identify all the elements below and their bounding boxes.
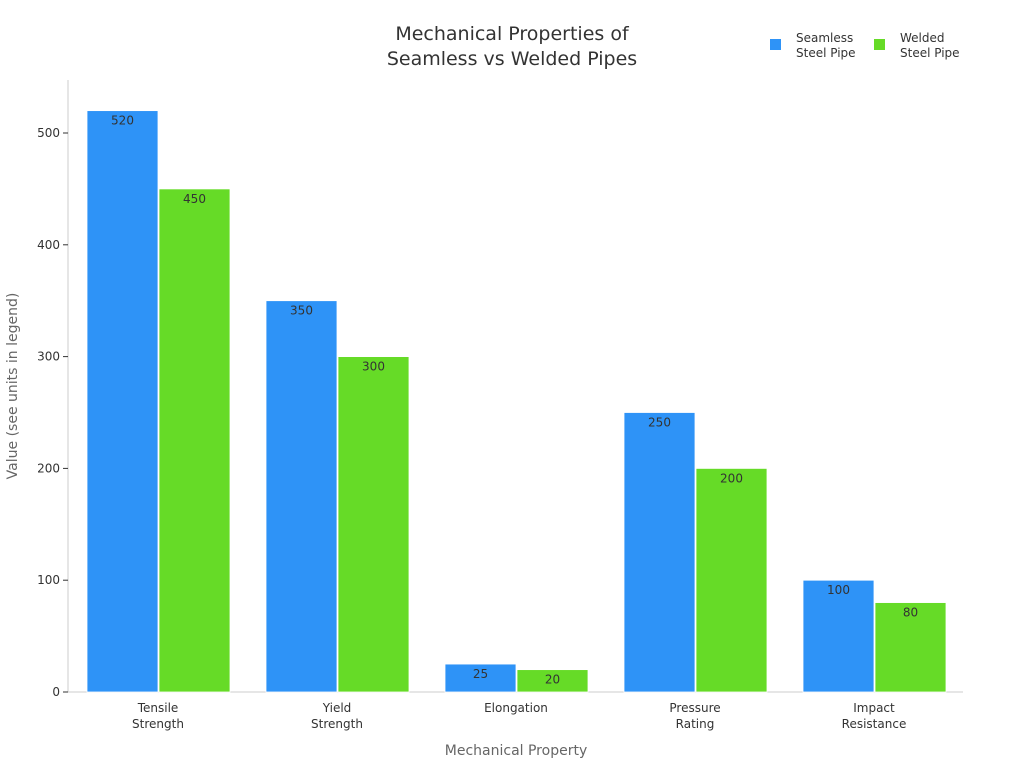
- x-tick-label: Rating: [676, 717, 715, 731]
- bar: [337, 356, 410, 693]
- y-tick-label: 0: [52, 685, 60, 699]
- bar-value-label: 350: [290, 304, 313, 318]
- legend-swatch: [874, 39, 885, 50]
- y-tick-label: 500: [37, 126, 60, 140]
- x-tick-label: Pressure: [669, 701, 720, 715]
- legend-swatch: [770, 39, 781, 50]
- y-axis-label: Value (see units in legend): [5, 293, 21, 480]
- bar-value-label: 25: [473, 667, 488, 681]
- bar-value-label: 250: [648, 416, 671, 430]
- bar: [86, 110, 159, 693]
- bar: [695, 467, 768, 693]
- bar: [874, 602, 947, 693]
- bar-value-label: 20: [545, 673, 560, 687]
- axes: 0 100 200 300 400 500 Tensile Strength Yield Stre…: [37, 80, 963, 731]
- legend-label: Steel Pipe: [900, 46, 960, 60]
- x-tick-label: Yield: [322, 701, 352, 715]
- x-tick-label: Impact: [853, 701, 895, 715]
- legend-label: Steel Pipe: [796, 46, 856, 60]
- y-tick-label: 300: [37, 350, 60, 364]
- x-tick-label: Tensile: [137, 701, 179, 715]
- legend-label: Welded: [900, 31, 945, 45]
- chart-title-line: Seamless vs Welded Pipes: [387, 48, 637, 70]
- bar: [516, 669, 589, 693]
- bar-value-label: 520: [111, 114, 134, 128]
- bar-value-label: 450: [183, 192, 206, 206]
- bar-value-label: 200: [720, 471, 743, 485]
- y-tick-label: 400: [37, 238, 60, 252]
- x-tick-label: Elongation: [484, 701, 548, 715]
- bar-value-label: 300: [362, 360, 385, 374]
- chart-title: Mechanical Properties of Seamless vs Weld…: [387, 23, 637, 70]
- x-tick-label: Resistance: [842, 717, 907, 731]
- bar-value-label: 80: [903, 606, 918, 620]
- bar: [158, 188, 231, 693]
- bar: [444, 663, 517, 693]
- bar-value-label: 100: [827, 583, 850, 597]
- x-tick-label: Strength: [132, 717, 184, 731]
- bar: [623, 412, 696, 693]
- x-tick-label: Strength: [311, 717, 363, 731]
- y-tick-label: 100: [37, 573, 60, 587]
- bars: [86, 110, 947, 693]
- data-labels: 520 350 25 250 100 450 300 20 200 80: [111, 114, 918, 687]
- bar: [802, 579, 875, 693]
- chart-title-line: Mechanical Properties of: [395, 23, 630, 45]
- legend-label: Seamless: [796, 31, 853, 45]
- y-tick-label: 200: [37, 461, 60, 475]
- x-axis-label: Mechanical Property: [445, 743, 587, 759]
- bar: [265, 300, 338, 693]
